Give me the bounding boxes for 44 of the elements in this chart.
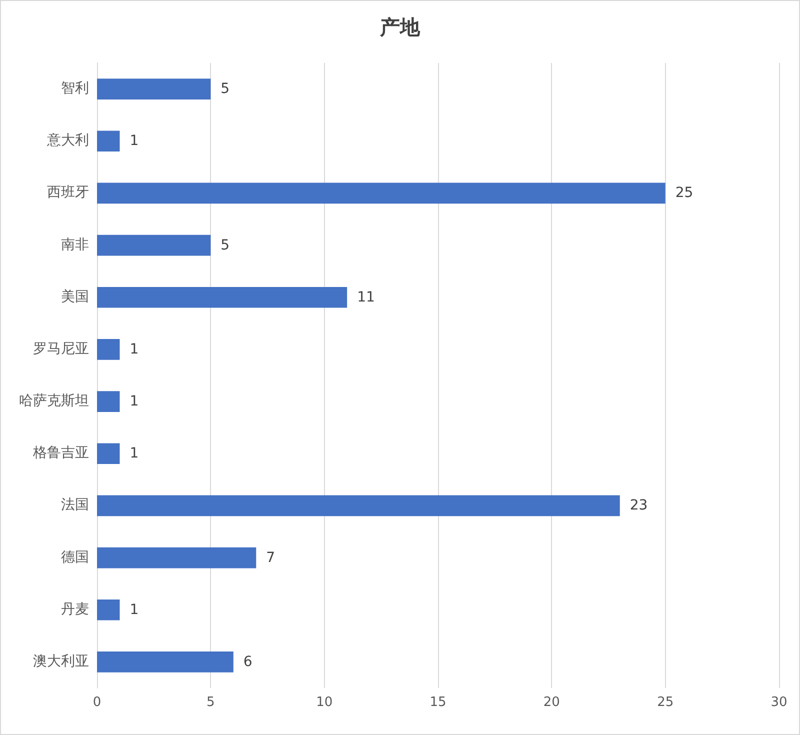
x-tick-label: 0 [92,695,102,710]
data-label: 1 [130,133,139,150]
data-label: 6 [243,654,252,670]
data-label: 5 [220,237,230,254]
bar [97,182,666,204]
y-tick-label: 罗马尼亚 [33,342,89,357]
bar [97,234,211,256]
bar [97,599,120,620]
bar [97,652,234,672]
y-tick-label: 南非 [61,236,89,253]
x-tick-label: 5 [206,695,215,710]
bar [97,339,120,360]
data-label: 1 [130,394,139,410]
data-label: 5 [220,81,230,98]
data-label: 1 [130,446,139,462]
data-label: 1 [130,341,139,358]
y-tick-label: 哈萨克斯坦 [19,393,89,410]
y-tick-label: 格鲁吉亚 [32,445,89,462]
y-tick-label: 西班牙 [47,184,89,201]
x-tick-label: 30 [770,695,788,710]
y-tick-label: 法国 [61,497,89,514]
bar [97,130,120,152]
y-tick-label: 智利 [61,80,89,97]
bar [97,391,120,412]
y-tick-label: 意大利 [46,132,89,149]
bar [97,78,211,100]
x-tick-label: 25 [657,695,674,710]
y-tick-label: 丹麦 [61,601,89,618]
chart-title: 产地 [379,16,421,39]
bar [97,547,256,568]
x-tick-label: 10 [316,695,333,710]
x-tick-label: 15 [430,695,446,710]
y-tick-label: 美国 [61,288,89,305]
y-tick-label: 澳大利亚 [33,653,89,670]
data-label: 23 [630,498,648,514]
y-tick-label: 德国 [61,549,89,566]
bar [97,443,120,464]
data-label: 11 [357,289,375,306]
x-tick-label: 20 [543,695,560,710]
bar [97,286,348,308]
bar [97,495,620,516]
data-label: 25 [675,185,694,202]
data-label: 1 [130,602,139,618]
data-label: 7 [266,550,276,566]
